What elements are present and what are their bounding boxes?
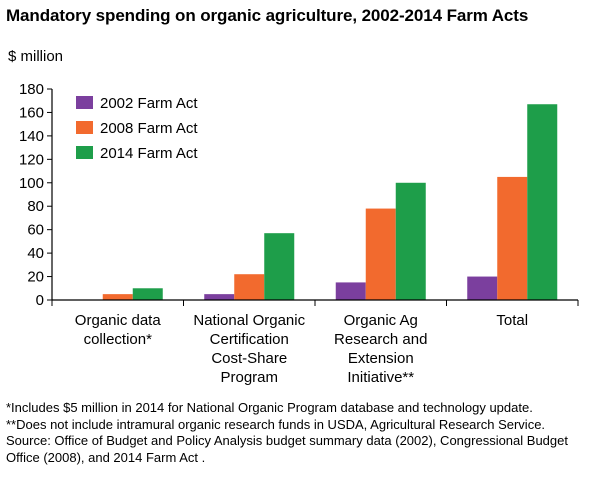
y-axis-ticks: 0 20 40 60 80 100 120 140 160 180 <box>19 81 52 309</box>
bar <box>365 208 396 300</box>
bar <box>102 294 133 300</box>
y-tick-label: 80 <box>27 198 44 215</box>
x-tick-label: Total <box>496 312 528 329</box>
bars <box>102 104 558 300</box>
bar <box>395 182 426 300</box>
y-tick-label: 40 <box>27 245 44 262</box>
legend-swatch <box>76 121 93 134</box>
bar <box>467 276 498 300</box>
x-axis-labels: Organic data collection* National Organic C… <box>75 312 528 386</box>
bar <box>335 282 366 300</box>
x-tick-label: Organic data collection* <box>75 312 162 348</box>
y-tick-label: 0 <box>36 292 44 309</box>
bar-chart: 0 20 40 60 80 100 120 140 160 180 Organic data col… <box>19 81 579 386</box>
x-tick-label: Organic Ag Research and Extension Initiativ… <box>334 312 427 386</box>
footnote-2: **Does not include intramural organic re… <box>6 416 546 432</box>
axes <box>51 89 579 306</box>
bar <box>204 294 235 300</box>
bar <box>497 176 528 300</box>
bar <box>527 104 558 300</box>
y-tick-label: 60 <box>27 222 44 239</box>
y-tick-label: 140 <box>19 128 44 145</box>
y-tick-label: 160 <box>19 104 44 121</box>
y-tick-label: 20 <box>27 269 44 286</box>
bar <box>132 288 163 300</box>
source-note: Source: Office of Budget and Policy Anal… <box>6 433 568 465</box>
legend-swatch <box>76 146 93 159</box>
y-axis-label: $ million <box>8 48 64 65</box>
y-tick-label: 100 <box>19 175 44 192</box>
legend-label: 2008 Farm Act <box>100 120 198 137</box>
legend-swatch <box>76 96 93 109</box>
footnote-1: *Includes $5 million in 2014 for Nationa… <box>6 400 533 415</box>
y-tick-label: 180 <box>19 81 44 98</box>
x-tick-label: National Organic Certification Cost-Share P… <box>193 312 305 386</box>
legend-label: 2014 Farm Act <box>100 145 198 162</box>
legend-label: 2002 Farm Act <box>100 95 198 112</box>
y-tick-label: 120 <box>19 151 44 168</box>
chart-title: Mandatory spending on organic agricultur… <box>6 6 529 25</box>
legend: 2002 Farm Act 2008 Farm Act 2014 Farm Act <box>76 95 198 162</box>
bar <box>234 274 265 300</box>
bar <box>264 233 295 300</box>
footnotes: *Includes $5 million in 2014 for Nationa… <box>6 400 596 466</box>
